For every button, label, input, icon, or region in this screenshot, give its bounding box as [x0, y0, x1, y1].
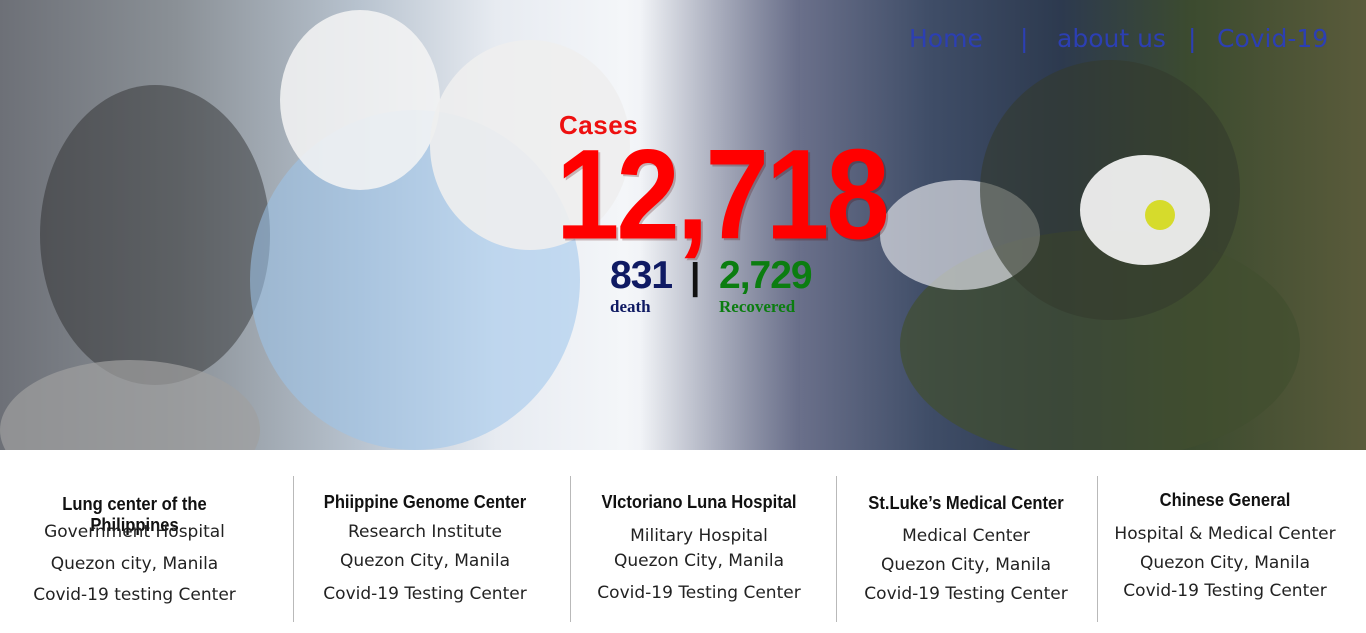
- hospital-location: Quezon City, Manila: [881, 555, 1051, 575]
- hospital-service: Covid-19 Testing Center: [1123, 581, 1327, 601]
- hospital-service: Covid-19 Testing Center: [864, 584, 1068, 604]
- photo-figure-seated: [0, 360, 260, 450]
- nav-separator: |: [1020, 24, 1029, 53]
- hospital-service: Covid-19 Testing Center: [323, 584, 527, 604]
- hero-banner: Home | about us | Covid-19 Cases 12,718 …: [0, 0, 1366, 450]
- column-divider: [293, 476, 294, 622]
- death-count: 831: [610, 254, 673, 297]
- hospital-type: Government Hospital: [44, 522, 225, 542]
- column-divider: [570, 476, 571, 622]
- hospital-type: Military Hospital: [630, 526, 768, 546]
- hospital-service: Covid-19 testing Center: [33, 585, 236, 605]
- death-label: death: [610, 297, 651, 316]
- recovered-count: 2,729: [719, 254, 813, 297]
- hospital-service: Covid-19 Testing Center: [597, 583, 801, 603]
- top-nav: Home | about us | Covid-19: [0, 24, 1366, 64]
- photo-figure-worker: [40, 85, 270, 385]
- nav-home-link[interactable]: Home: [909, 24, 983, 53]
- hospital-location: Quezon City, Manila: [1140, 553, 1310, 573]
- photo-figure-mask-valve: [1145, 200, 1175, 230]
- cases-count: 12,718: [556, 124, 890, 267]
- column-divider: [1097, 476, 1098, 622]
- recovered-label: Recovered: [719, 297, 796, 316]
- hospital-name: Lung center of the Philippines: [62, 494, 207, 535]
- nav-separator: |: [1188, 24, 1197, 53]
- hospital-list: Lung center of the Philippines Governmen…: [0, 450, 1366, 633]
- cases-label: Cases: [559, 110, 639, 140]
- column-divider: [836, 476, 837, 622]
- hospital-name: Chinese General: [1159, 490, 1291, 510]
- hospital-location: Quezon City, Manila: [340, 551, 510, 571]
- nav-about-us-link[interactable]: about us: [1057, 24, 1166, 53]
- hospital-location: Quezon City, Manila: [614, 551, 784, 571]
- hospital-name: VIctoriano Luna Hospital: [601, 492, 797, 512]
- stats-separator: |: [690, 256, 701, 297]
- hospital-name: Phiippine Genome Center: [323, 492, 527, 512]
- photo-figure-goggles: [280, 10, 440, 190]
- hospital-type: Hospital & Medical Center: [1114, 524, 1336, 544]
- nav-covid-19-link[interactable]: Covid-19: [1217, 24, 1329, 53]
- hospital-location: Quezon city, Manila: [50, 554, 219, 574]
- photo-figure-mask: [430, 40, 630, 250]
- hospital-name: St.Luke’s Medical Center: [868, 493, 1064, 513]
- hospital-type: Research Institute: [348, 522, 502, 542]
- hospital-type: Medical Center: [902, 526, 1030, 546]
